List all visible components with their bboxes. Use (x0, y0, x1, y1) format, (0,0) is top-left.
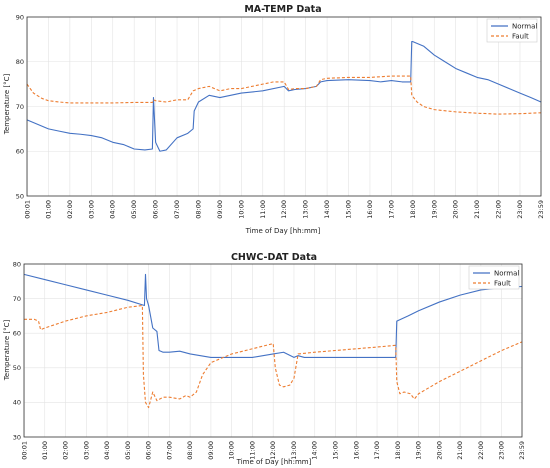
ma-temp-x-tick-label: 15:00 (345, 200, 353, 219)
ma-temp-x-tick-label: 00:01 (23, 200, 31, 219)
ma-temp-x-axis-label: Time of Day [hh:mm] (245, 227, 321, 235)
chwc-dat-plot-frame (23, 263, 523, 438)
chwc-dat-y-tick-label: 70 (13, 295, 21, 303)
ma-temp-x-tick-label: 08:00 (194, 200, 202, 219)
ma-temp-chart: MA-TEMP Data Time of Day [hh:mm] Tempera… (3, 4, 545, 235)
chwc-dat-y-tick-label: 50 (13, 364, 21, 372)
ma-temp-x-tick-label: 14:00 (323, 200, 331, 219)
chwc-dat-fault-line (24, 304, 523, 409)
chwc-dat-gridlines (24, 263, 523, 438)
chwc-dat-x-tick-label: 13:00 (290, 441, 298, 460)
ma-temp-legend-fault-label: Fault (512, 33, 529, 41)
ma-temp-x-tick-label: 07:00 (173, 200, 181, 219)
chwc-dat-x-tick-label: 23:59 (518, 441, 526, 460)
chwc-dat-normal-line (23, 273, 523, 358)
chwc-dat-legend-fault-label: Fault (494, 280, 511, 288)
chwc-dat-x-tick-label: 16:00 (352, 441, 360, 460)
chwc-dat-x-tick-label: 11:00 (248, 441, 256, 460)
chwc-dat-x-tick-label: 02:00 (62, 441, 70, 460)
chwc-dat-x-tick-label: 00:01 (20, 441, 28, 460)
ma-temp-x-tick-label: 16:00 (366, 200, 374, 219)
ma-temp-x-tick-label: 21:00 (473, 200, 481, 219)
chwc-dat-y-tick-label: 40 (13, 399, 21, 407)
chwc-dat-series-lines (23, 273, 523, 409)
chwc-dat-x-tick-label: 06:00 (145, 441, 153, 460)
ma-temp-x-tick-label: 23:59 (537, 200, 545, 219)
ma-temp-x-tick-label: 05:00 (130, 200, 138, 219)
chwc-dat-x-tick-label: 09:00 (207, 441, 215, 460)
chwc-dat-y-tick-label: 60 (13, 330, 21, 338)
ma-temp-x-tick-label: 17:00 (387, 200, 395, 219)
chwc-dat-x-tick-label: 08:00 (186, 441, 194, 460)
chwc-dat-x-tick-label: 23:00 (498, 441, 506, 460)
chwc-dat-y-tick-label: 30 (13, 433, 21, 441)
ma-temp-y-tick-label: 80 (16, 58, 24, 66)
ma-temp-x-tick-label: 06:00 (152, 200, 160, 219)
ma-temp-normal-line (26, 41, 542, 152)
chwc-dat-x-tick-label: 05:00 (124, 441, 132, 460)
ma-temp-series-lines (26, 41, 542, 152)
chwc-dat-chart-title: CHWC-DAT Data (231, 252, 317, 263)
ma-temp-x-tick-label: 04:00 (109, 200, 117, 219)
ma-temp-y-tick-label: 60 (16, 148, 24, 156)
ma-temp-x-tick-label: 23:00 (516, 200, 524, 219)
chwc-dat-x-tick-label: 20:00 (435, 441, 443, 460)
chwc-dat-x-tick-label: 21:00 (456, 441, 464, 460)
ma-temp-tick-labels: 50 60 70 80 90 00:01 01:00 02:00 03:00 04:00 05:00… (16, 13, 545, 218)
chwc-dat-x-tick-label: 17:00 (373, 441, 381, 460)
ma-temp-legend: Normal Fault (486, 18, 538, 43)
chwc-dat-x-tick-label: 04:00 (103, 441, 111, 460)
ma-temp-plot-frame (26, 16, 542, 197)
chwc-dat-x-tick-label: 07:00 (165, 441, 173, 460)
chwc-dat-tick-labels: 30 40 50 60 70 80 00:01 01:00 02:00 03:00 04:00 05:… (13, 260, 526, 459)
ma-temp-x-tick-label: 02:00 (66, 200, 74, 219)
ma-temp-x-tick-label: 11:00 (259, 200, 267, 219)
ma-temp-x-tick-label: 13:00 (302, 200, 310, 219)
chwc-dat-y-axis-label: Temperature [°C] (3, 320, 11, 382)
chwc-dat-chart: CHWC-DAT Data Time of Day [hh:mm] Temper… (3, 252, 526, 466)
ma-temp-gridlines (27, 16, 542, 197)
chwc-dat-y-tick-label: 80 (13, 260, 21, 268)
ma-temp-x-tick-label: 01:00 (44, 200, 52, 219)
chwc-dat-x-tick-label: 14:00 (311, 441, 319, 460)
ma-temp-x-tick-label: 09:00 (216, 200, 224, 219)
ma-temp-y-tick-label: 90 (16, 13, 24, 21)
chwc-dat-x-tick-label: 18:00 (394, 441, 402, 460)
ma-temp-x-tick-label: 20:00 (452, 200, 460, 219)
ma-temp-x-tick-label: 18:00 (409, 200, 417, 219)
ma-temp-x-tick-label: 19:00 (430, 200, 438, 219)
chwc-dat-legend: Normal Fault (468, 265, 520, 290)
chwc-dat-x-tick-label: 10:00 (228, 441, 236, 460)
chwc-dat-x-tick-label: 22:00 (477, 441, 485, 460)
ma-temp-x-tick-label: 12:00 (280, 200, 288, 219)
ma-temp-y-tick-label: 50 (16, 192, 24, 200)
ma-temp-x-tick-label: 10:00 (237, 200, 245, 219)
chwc-dat-x-tick-label: 19:00 (415, 441, 423, 460)
ma-temp-legend-normal-label: Normal (512, 23, 537, 31)
ma-temp-fault-line (26, 75, 542, 115)
chwc-dat-legend-box (468, 265, 520, 290)
ma-temp-chart-title: MA-TEMP Data (244, 4, 321, 15)
chwc-dat-x-tick-label: 12:00 (269, 441, 277, 460)
chwc-dat-x-tick-label: 01:00 (41, 441, 49, 460)
chwc-dat-x-tick-label: 15:00 (332, 441, 340, 460)
ma-temp-y-axis-label: Temperature [°C] (3, 74, 11, 136)
ma-temp-y-tick-label: 70 (16, 103, 24, 111)
chwc-dat-x-tick-label: 03:00 (82, 441, 90, 460)
chwc-dat-legend-normal-label: Normal (494, 270, 519, 278)
ma-temp-legend-box (486, 18, 538, 43)
ma-temp-x-tick-label: 03:00 (87, 200, 95, 219)
chwc-dat-x-axis-label: Time of Day [hh:mm] (236, 458, 312, 466)
ma-temp-x-tick-label: 22:00 (495, 200, 503, 219)
